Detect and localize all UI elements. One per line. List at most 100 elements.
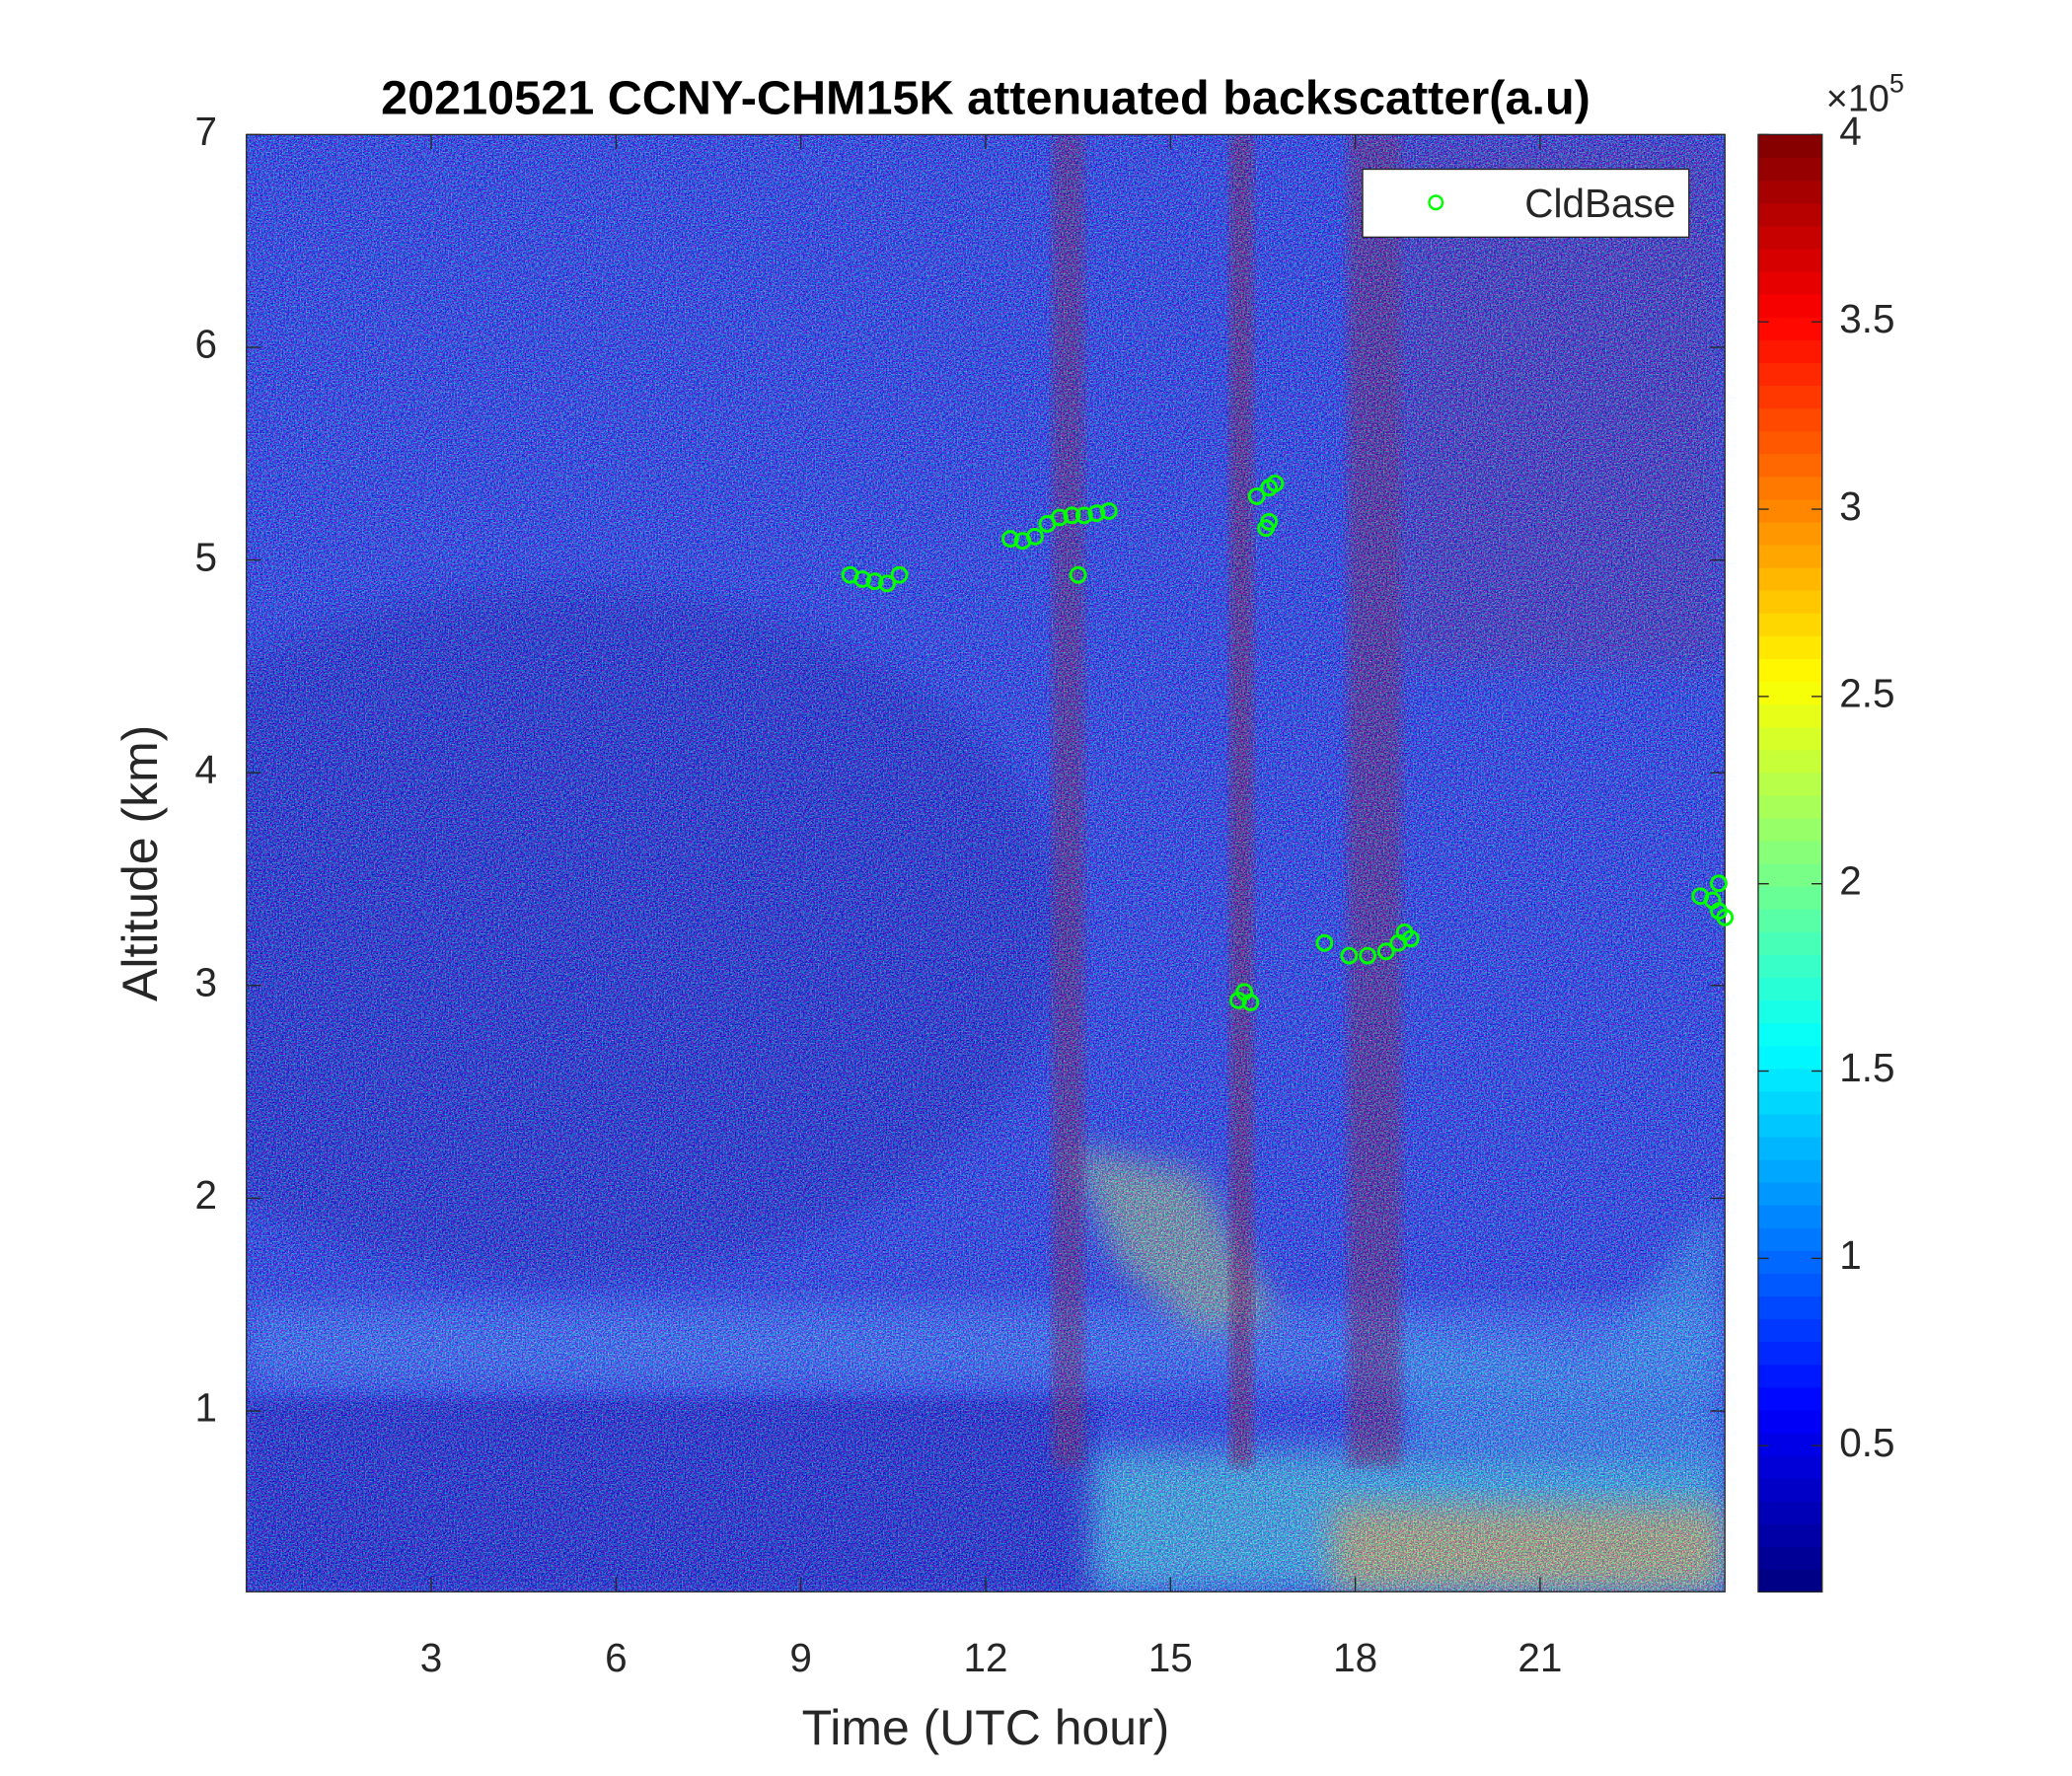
colorbar-step [1757, 521, 1822, 546]
colorbar-tick-label: 4 [1839, 109, 1862, 154]
colorbar-step [1757, 1523, 1822, 1547]
colorbar-step [1757, 794, 1822, 819]
cloud-base-point [1340, 946, 1359, 965]
colorbar-step [1757, 430, 1822, 455]
legend-label: CldBase [1524, 181, 1675, 226]
colorbar-step [1757, 1090, 1822, 1115]
x-tick-label: 9 [789, 1635, 812, 1680]
cloud-base-point [1063, 506, 1081, 525]
colorbar-step [1757, 476, 1822, 500]
colorbar-step [1757, 1113, 1822, 1138]
y-tick-label: 3 [195, 959, 218, 1004]
cloud-base-point [1710, 874, 1728, 893]
y-tick-label: 1 [195, 1385, 218, 1431]
y-axis-label: Altitude (km) [112, 725, 168, 1001]
colorbar-step [1757, 1045, 1822, 1070]
colorbar-step [1757, 658, 1822, 683]
colorbar-step [1757, 1569, 1822, 1593]
backscatter-field [246, 134, 1726, 1592]
colorbar-step [1757, 1409, 1822, 1434]
cloud-base-point [1716, 908, 1735, 926]
y-tick-label: 4 [195, 747, 218, 792]
cloud-base-point [1401, 929, 1420, 948]
colorbar-step [1757, 862, 1822, 887]
colorbar-step [1757, 317, 1822, 340]
colorbar-step [1757, 1022, 1822, 1047]
colorbar-tick-label: 3 [1839, 483, 1862, 529]
colorbar-step [1757, 225, 1822, 250]
colorbar-exponent: 5 [1889, 69, 1904, 99]
colorbar-tick-label: 0.5 [1839, 1420, 1894, 1465]
colorbar-step [1757, 1158, 1822, 1183]
colorbar-step [1757, 726, 1822, 751]
x-tick-label: 18 [1333, 1635, 1377, 1680]
x-tick-label: 12 [963, 1635, 1007, 1680]
x-axis-label: Time (UTC hour) [802, 1700, 1170, 1755]
colorbar-step [1757, 612, 1822, 636]
y-tick-label: 2 [195, 1172, 218, 1218]
cloud-base-point [1074, 506, 1093, 525]
legend-marker [1428, 194, 1444, 211]
colorbar-step [1757, 362, 1822, 387]
cloud-base-point [1026, 527, 1044, 546]
colorbar-step [1757, 1273, 1822, 1297]
colorbar-step [1757, 566, 1822, 591]
colorbar-step [1757, 293, 1822, 318]
colorbar-tick-label: 1.5 [1839, 1045, 1894, 1090]
colorbar-step [1757, 1477, 1822, 1502]
colorbar-step [1757, 1250, 1822, 1274]
x-tick-label: 6 [605, 1635, 628, 1680]
legend-box [1362, 168, 1690, 239]
colorbar-step [1757, 703, 1822, 728]
cloud-base-point [1266, 475, 1285, 492]
field-noise [246, 134, 1726, 1592]
legend: CldBase [1362, 168, 1690, 239]
colorbar-step [1757, 931, 1822, 955]
colorbar-step [1757, 999, 1822, 1024]
y-tick-label: 5 [195, 534, 218, 579]
x-tick-label: 3 [420, 1635, 443, 1680]
colorbar-step [1757, 202, 1822, 227]
cloud-base-point [1315, 933, 1334, 952]
colorbar-step [1757, 1454, 1822, 1479]
colorbar-step [1757, 498, 1822, 523]
colorbar-step [1757, 1068, 1822, 1092]
colorbar-tick-label: 1 [1839, 1232, 1862, 1278]
colorbar-tick-label: 3.5 [1839, 296, 1894, 341]
colorbar-step [1757, 1546, 1822, 1570]
colorbar-step [1757, 908, 1822, 932]
cloud-base-point [1099, 502, 1118, 520]
colorbar-step [1757, 1295, 1822, 1320]
colorbar-step [1757, 1386, 1822, 1411]
colorbar-step [1757, 1204, 1822, 1228]
x-tick-label: 15 [1148, 1635, 1193, 1680]
colorbar-step [1757, 157, 1822, 182]
colorbar-step [1757, 1318, 1822, 1343]
cloud-base-point [1247, 487, 1266, 505]
colorbar-step [1757, 453, 1822, 478]
colorbar-step [1757, 134, 1822, 159]
colorbar-tick-label: 2.5 [1839, 671, 1894, 716]
colorbar-step [1757, 544, 1822, 568]
y-tick-label: 7 [195, 109, 218, 154]
colorbar-step [1757, 589, 1822, 614]
colorbar-step [1757, 339, 1822, 363]
cloud-base-point [1241, 994, 1260, 1011]
cloud-base-point [1001, 530, 1019, 548]
cloud-base-point [878, 574, 896, 593]
cloud-base-point [1376, 942, 1395, 961]
colorbar-step [1757, 977, 1822, 1001]
cloud-base-point [1087, 504, 1106, 523]
cloud-base-point [853, 570, 872, 588]
colorbar-step [1757, 772, 1822, 796]
colorbar-step [1757, 1227, 1822, 1251]
colorbar-multiplier: ×105 [1826, 69, 1904, 120]
cloud-base-point [1069, 565, 1087, 584]
colorbar-step [1757, 954, 1822, 979]
colorbar-step [1757, 1500, 1822, 1524]
colorbar-frame [1757, 133, 1823, 1592]
colorbar-step [1757, 840, 1822, 864]
colorbar-tick-label: 2 [1839, 857, 1862, 903]
colorbar-step [1757, 385, 1822, 409]
